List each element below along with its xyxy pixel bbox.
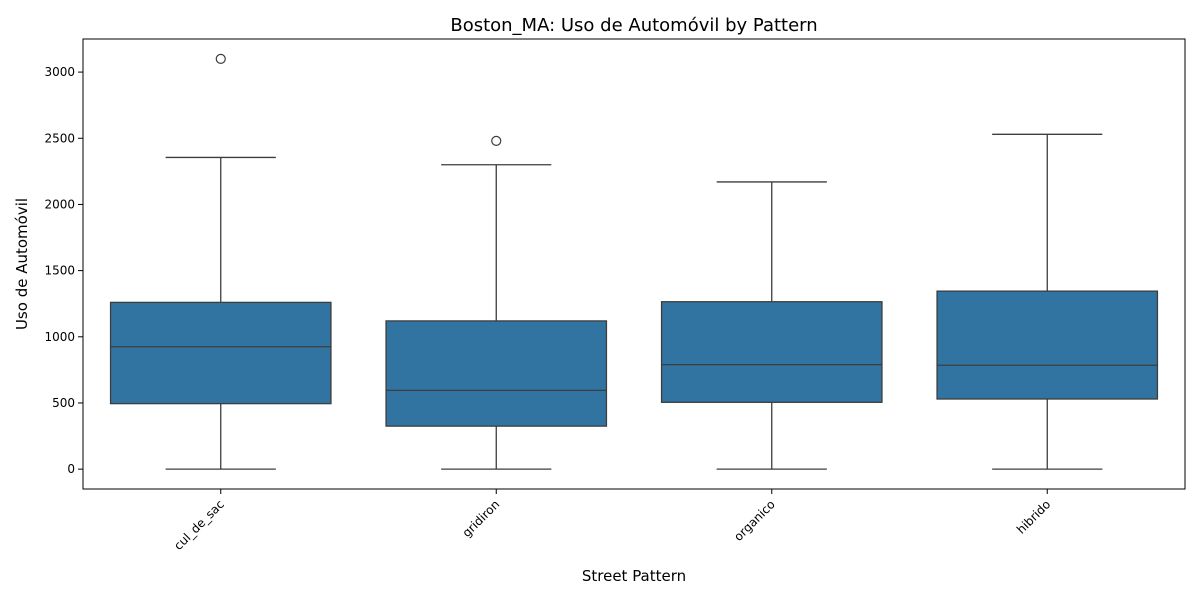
y-tick-label: 1000	[44, 330, 75, 344]
x-tick-label: hibrido	[1014, 497, 1053, 536]
x-tick-label: cul_de_sac	[171, 497, 227, 553]
x-axis-label: Street Pattern	[582, 567, 686, 585]
chart-title: Boston_MA: Uso de Automóvil by Pattern	[450, 15, 817, 36]
box-gridiron	[385, 320, 608, 427]
box-organico	[660, 301, 883, 403]
box-hibrido	[936, 290, 1159, 400]
y-tick-label: 1500	[44, 264, 75, 278]
plot-frame	[82, 38, 1186, 490]
outlier-point	[491, 135, 502, 147]
outlier-point	[215, 53, 226, 64]
y-axis-label: Uso de Automóvil	[13, 198, 31, 330]
y-tick-label: 0	[67, 462, 75, 476]
y-tick-label: 2000	[44, 197, 75, 211]
box-cul_de_sac	[109, 301, 332, 405]
plot-area: 0 500 1000 1500 2000 2500 3000 cul_de_sac gridir…	[44, 53, 1159, 553]
y-tick-label: 2500	[44, 131, 75, 145]
x-tick-label: gridiron	[460, 497, 503, 540]
y-tick-label: 500	[52, 396, 75, 410]
x-tick-label: organico	[731, 497, 778, 544]
y-tick-label: 3000	[44, 65, 75, 79]
